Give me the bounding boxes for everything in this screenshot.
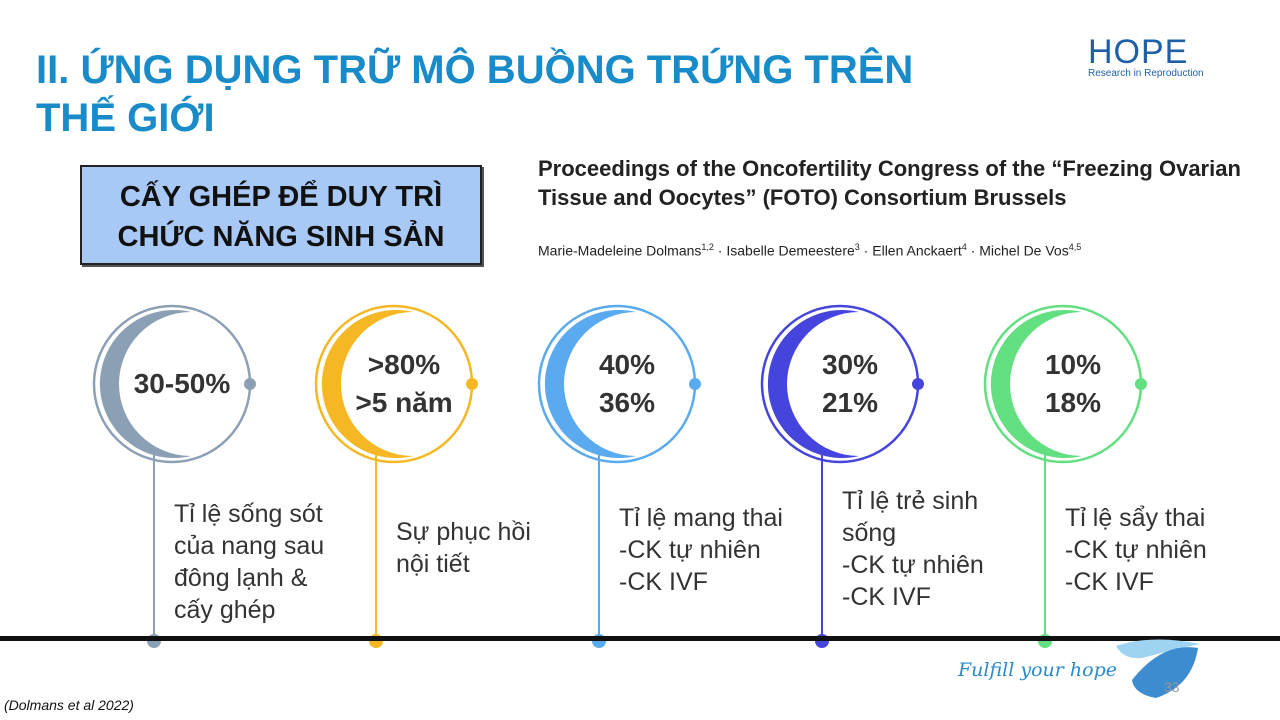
reference-title-line-2: Tissue and Oocytes” (FOTO) Consortium Br… — [538, 185, 1067, 210]
author-name: Marie-Madeleine Dolmans — [538, 242, 702, 259]
milestone-ring — [92, 304, 256, 464]
logo-wordmark: HOPE — [1088, 33, 1189, 71]
milestone-value-line: 10% — [1044, 349, 1102, 380]
author-separator: · — [966, 242, 980, 259]
ring-crescent — [990, 310, 1082, 458]
slide-title-line-2: THẾ GIỚI — [36, 96, 215, 140]
author-separator: · — [859, 242, 873, 259]
milestone-value: >80% >5 năm — [324, 346, 484, 422]
milestone-description-line: Tỉ lệ trẻ sinh — [842, 487, 979, 515]
milestone-value-line: 30% — [821, 349, 879, 380]
milestone-stem — [375, 454, 377, 641]
milestone-description-line: -CK tự nhiên — [1065, 536, 1207, 564]
page-number: 33 — [1164, 679, 1180, 695]
milestone-description-line: -CK IVF — [842, 583, 931, 611]
milestone-description-line: sống — [842, 519, 897, 547]
milestone-stem — [598, 454, 600, 641]
milestone-description-line: đông lạnh & — [174, 564, 308, 592]
milestone-value-line: 40% — [598, 349, 656, 380]
ring-crescent — [767, 310, 859, 458]
milestone-description: Tỉ lệ sống sót của nang sau đông lạnh & cấy… — [174, 498, 324, 626]
logo-swoosh-graphic — [1116, 639, 1200, 698]
ring-end-dot — [466, 378, 478, 390]
milestone-value-line: >5 năm — [355, 387, 453, 418]
ring-end-dot — [1135, 378, 1147, 390]
ring-crescent — [544, 310, 636, 458]
author-affiliation: 1,2 — [701, 242, 714, 252]
slogan: Fulfill your hope — [958, 659, 1117, 681]
milestone-description: Tỉ lệ trẻ sinh sống -CK tự nhiên -CK IVF — [842, 485, 984, 613]
hope-logo: HOPE Research in Reproduction — [1088, 34, 1208, 79]
milestone-description: Tỉ lệ sẩy thai -CK tự nhiên -CK IVF — [1065, 502, 1207, 598]
milestone-description-line: Sự phục hồi — [396, 518, 531, 546]
milestone-description-line: nội tiết — [396, 550, 470, 578]
milestone-description-line: -CK tự nhiên — [842, 551, 984, 579]
milestone-ring — [314, 304, 478, 464]
milestone-stem — [153, 454, 155, 641]
ring-end-dot — [912, 378, 924, 390]
milestone-value: 30% 21% — [770, 346, 930, 422]
milestone-value: 30-50% — [102, 365, 262, 403]
reference-title-line-1: Proceedings of the Oncofertility Congres… — [538, 156, 1241, 181]
milestone-description-line: -CK tự nhiên — [619, 536, 761, 564]
milestone-value-line: 21% — [821, 387, 879, 418]
highlight-box: CẤY GHÉP ĐỂ DUY TRÌ CHỨC NĂNG SINH SẢN — [80, 165, 482, 265]
milestone-description-line: -CK IVF — [619, 568, 708, 596]
milestone-ring — [760, 304, 924, 464]
ring-end-dot — [689, 378, 701, 390]
milestone-value: 40% 36% — [547, 346, 707, 422]
milestone-description-line: cấy ghép — [174, 596, 276, 624]
author-affiliation: 3 — [854, 242, 860, 252]
author-affiliation: 4,5 — [1068, 242, 1082, 252]
milestone-value-line: 18% — [1044, 387, 1102, 418]
milestone-stem — [821, 454, 823, 641]
author-name: Ellen Anckaert — [872, 242, 962, 259]
logo-subtitle: Research in Reproduction — [1088, 68, 1204, 79]
citation: (Dolmans et al 2022) — [4, 697, 134, 713]
timeline-line — [0, 636, 1280, 641]
milestone-description: Sự phục hồi nội tiết — [396, 516, 531, 580]
milestone-stem — [1044, 454, 1046, 641]
highlight-box-line-1: CẤY GHÉP ĐỂ DUY TRÌ — [119, 181, 443, 213]
reference-authors: Marie-Madeleine Dolmans1,2 · Isabelle De… — [538, 242, 1258, 259]
slide-title-line-1: II. ỨNG DỤNG TRỮ MÔ BUỒNG TRỨNG TRÊN — [36, 48, 914, 92]
milestone-description-line: Tỉ lệ mang thai — [619, 504, 783, 532]
milestone-description: Tỉ lệ mang thai -CK tự nhiên -CK IVF — [619, 502, 783, 598]
milestone-ring — [983, 304, 1147, 464]
milestone-description-line: Tỉ lệ sống sót — [174, 500, 323, 528]
milestone-description-line: Tỉ lệ sẩy thai — [1065, 504, 1206, 532]
ring-end-dot — [244, 378, 256, 390]
milestone-value-line: 30-50% — [133, 368, 231, 399]
reference-title: Proceedings of the Oncofertility Congres… — [538, 154, 1258, 212]
author-separator: · — [713, 242, 727, 259]
milestone-description-line: của nang sau — [174, 532, 325, 560]
milestone-value-line: 36% — [598, 387, 656, 418]
highlight-box-line-2: CHỨC NĂNG SINH SẢN — [117, 221, 445, 253]
author-name: Isabelle Demeestere — [726, 242, 855, 259]
milestone-description-line: -CK IVF — [1065, 568, 1154, 596]
ring-crescent — [99, 310, 191, 458]
milestone-value-line: >80% — [367, 349, 441, 380]
milestone-value: 10% 18% — [993, 346, 1153, 422]
ring-crescent — [321, 310, 413, 458]
author-name: Michel De Vos — [979, 242, 1069, 259]
milestone-ring — [537, 304, 701, 464]
author-affiliation: 4 — [961, 242, 967, 252]
slide-title: II. ỨNG DỤNG TRỮ MÔ BUỒNG TRỨNG TRÊN THẾ… — [36, 46, 1036, 142]
